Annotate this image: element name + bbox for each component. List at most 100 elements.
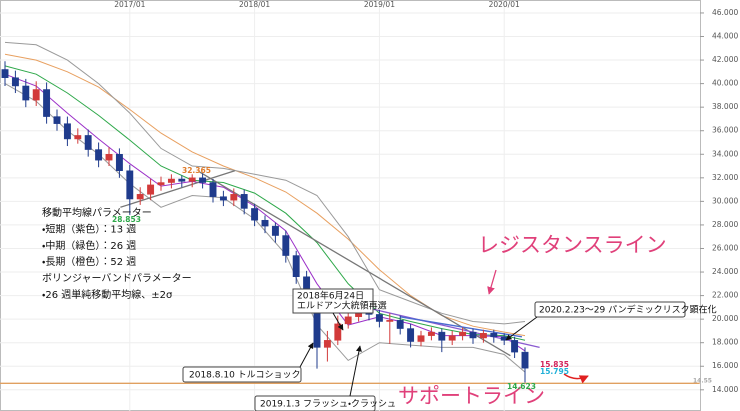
label-arrow [563,373,589,384]
callout-text: 2019.1.3 フラッシュ・クラッシュ [260,399,396,410]
y-tick-label: 16.000 [712,361,738,370]
candle-body [323,340,331,348]
candle-body [219,196,227,201]
callout-arrow [349,345,362,397]
trend-line [199,171,511,357]
candle-body [282,235,290,256]
candle-body [1,69,9,78]
callout-arrow [505,316,538,341]
candle-body [11,77,19,87]
param-text: ボリンジャーバンドパラメーター [42,273,192,285]
y-tick-label: 14.000 [712,385,738,394]
callout-box [182,366,302,383]
candle-body [469,331,477,339]
y-tick-label: 44.000 [712,32,738,41]
y-tick-label: 24.000 [712,267,738,276]
trend-line [120,170,235,208]
candle-body [63,123,71,140]
callout-text: 2020.2.23〜29 パンデミックリスク顕在化 [539,304,717,316]
indicator-line [4,83,526,373]
callout-box [254,395,376,411]
candle-body [115,154,123,172]
candle-body [396,320,404,329]
callout-arrow [332,312,344,331]
candle-body [74,135,82,140]
param-text: ・26 週単純移動平均線、±2σ [42,288,173,301]
y-tick-label: 30.000 [712,196,738,205]
candle-body [95,149,103,161]
candle-body [344,316,352,325]
candle-body [178,178,186,182]
indicator-line [4,53,526,337]
indicator-line [4,41,526,325]
candle-body [157,182,165,186]
trend-line [400,316,523,338]
callout-text: 2018年6月24日 [297,290,364,302]
y-tick-label: 32.000 [712,173,738,182]
y-tick-label: 36.000 [712,126,738,135]
candle-body [43,89,51,117]
candle-body [292,255,300,277]
x-tick-label: 2018/01 [239,0,270,9]
resistance-label: レジスタンスライン [478,233,667,257]
candle-body [407,328,415,342]
candle-body [84,135,92,150]
y-tick-label: 20.000 [712,314,738,323]
value-note: 15.795 [540,367,569,376]
candle-body [147,184,155,195]
candle-body [386,320,394,322]
candle-body [105,154,113,161]
param-text: ・長期（橙色）：52 週 [42,255,136,268]
annotations: 移動平均線パラメーター・短期（紫色）：13 週・中期（緑色）：26 週・長期（橙… [42,166,717,411]
y-tick-label: 22.000 [712,291,738,300]
candle-body [448,335,456,341]
y-tick-label: 38.000 [712,102,738,111]
candle-body [521,351,529,369]
y-tick-label: 40.000 [712,79,738,88]
candle-body [261,219,269,227]
candle-body [53,116,61,124]
x-tick-label: 2019/01 [364,0,395,9]
param-text: 移動平均線パラメーター [42,206,152,219]
y-tick-label: 28.000 [712,220,738,229]
candle-body [417,335,425,342]
candle-body [438,331,446,341]
overlays [0,41,700,384]
y-tick-label: 42.000 [712,55,738,64]
param-text: ・中期（緑色）：26 週 [42,239,136,252]
y-tick-label: 18.000 [712,338,738,347]
plot-frame [0,0,701,411]
candle-body [511,340,519,353]
value-note: 28.853 [112,215,141,224]
parameter-text: 移動平均線パラメーター・短期（紫色）：13 週・中期（緑色）：26 週・長期（橙… [42,206,192,301]
candle-body [334,323,342,341]
candle-body [240,194,248,209]
value-note: 15.835 [540,360,569,369]
candle-body [167,178,175,183]
candle-body [251,208,259,221]
y-tick-label: 26.000 [712,243,738,252]
indicator-line [4,73,526,352]
candle-body [479,333,487,339]
candle-body [188,177,196,182]
label-arrow [487,269,497,295]
x-tick-label: 2017/01 [114,0,145,9]
candle-body [199,177,207,183]
candle-body [375,314,383,322]
candle-body [32,89,40,101]
indicator-line [4,65,526,341]
candle-body [126,170,134,200]
value-note: 14.55 [693,378,712,385]
y-tick-label: 46.000 [712,8,738,17]
candle-body [22,85,30,101]
candle-body [271,225,279,236]
y-tick-label: 34.000 [712,149,738,158]
candle-body [427,331,435,336]
x-tick-label: 2020/01 [489,0,520,9]
candle-body [459,331,467,336]
callout-box [534,301,686,318]
param-text: ・短期（紫色）：13 週 [42,222,136,235]
support-label: サポートライン [398,384,545,408]
